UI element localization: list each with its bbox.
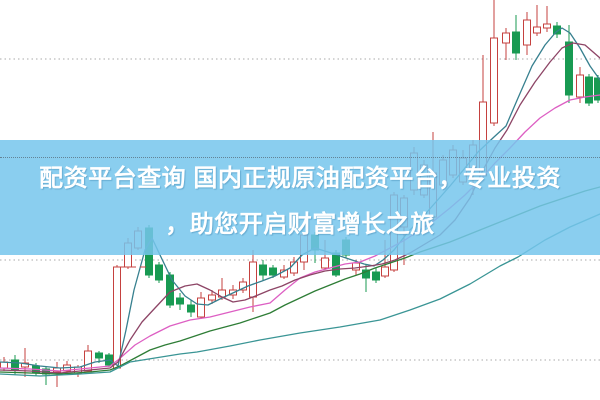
candle-bull <box>523 12 531 55</box>
candle-bull <box>84 345 92 372</box>
candle-bull <box>239 278 247 293</box>
banner-caption: 配资平台查询 国内正规原油配资平台，专业投资 ，助您开启财富增长之旅 <box>0 140 600 248</box>
candle-bear <box>362 265 370 292</box>
candle-bull <box>208 290 216 304</box>
ma-line-teal-slow <box>0 213 600 377</box>
candle-bull <box>502 28 510 60</box>
candle-bear <box>166 272 174 308</box>
candle-bear <box>585 74 593 106</box>
candle-bear <box>372 268 380 283</box>
candle-bull <box>576 67 584 103</box>
gridline <box>0 157 600 158</box>
candle-bear <box>553 22 561 38</box>
candle-bull <box>490 0 498 126</box>
candle-bear <box>565 25 573 103</box>
candle-bull <box>249 250 257 312</box>
candle-bear <box>176 293 184 310</box>
candle-bull <box>197 292 205 319</box>
candle-bear <box>259 260 267 280</box>
candle-bull <box>21 348 29 377</box>
candle-bear <box>512 15 520 60</box>
candle-bear <box>269 265 277 278</box>
candle-bear <box>155 262 163 283</box>
ma-line-purple <box>0 42 600 374</box>
candle-bull <box>0 357 8 371</box>
promo-banner: 配资平台查询 国内正规原油配资平台，专业投资 ，助您开启财富增长之旅 <box>0 140 600 255</box>
candle-bear <box>187 300 195 317</box>
banner-subtitle: ，助您开启财富增长之旅 <box>165 211 435 238</box>
candle-bull <box>533 5 541 36</box>
candle-bull <box>113 265 121 369</box>
banner-title: 配资平台查询 国内正规原油配资平台，专业投资 <box>39 165 561 192</box>
candle-bull <box>543 6 551 32</box>
